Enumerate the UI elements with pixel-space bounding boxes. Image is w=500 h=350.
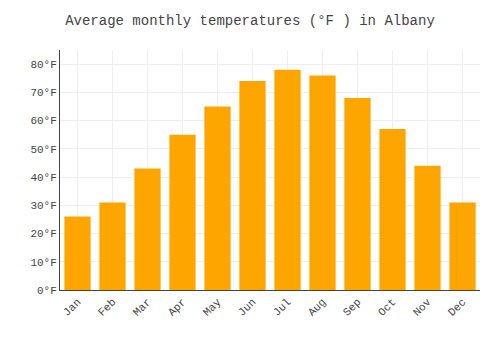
svg-text:Mar: Mar bbox=[131, 296, 153, 318]
svg-text:Average monthly temperatures (: Average monthly temperatures (°F ) in Al… bbox=[65, 13, 435, 29]
svg-text:Feb: Feb bbox=[96, 296, 118, 318]
svg-text:10°F: 10°F bbox=[30, 257, 56, 269]
svg-text:30°F: 30°F bbox=[30, 200, 56, 212]
svg-text:Dec: Dec bbox=[446, 296, 468, 318]
svg-text:50°F: 50°F bbox=[30, 144, 56, 156]
svg-text:70°F: 70°F bbox=[30, 87, 56, 99]
svg-text:20°F: 20°F bbox=[30, 228, 56, 240]
svg-text:40°F: 40°F bbox=[30, 172, 56, 184]
svg-text:Aug: Aug bbox=[306, 296, 328, 318]
svg-text:Jan: Jan bbox=[61, 296, 83, 318]
svg-text:Sep: Sep bbox=[341, 296, 363, 318]
svg-text:0°F: 0°F bbox=[37, 285, 57, 297]
svg-text:Jun: Jun bbox=[236, 296, 258, 318]
svg-text:Nov: Nov bbox=[411, 296, 434, 319]
svg-text:80°F: 80°F bbox=[30, 59, 56, 71]
svg-text:60°F: 60°F bbox=[30, 115, 56, 127]
svg-text:Jul: Jul bbox=[271, 296, 293, 318]
svg-text:Oct: Oct bbox=[376, 296, 398, 318]
svg-text:Apr: Apr bbox=[166, 296, 188, 318]
svg-text:May: May bbox=[201, 296, 224, 319]
